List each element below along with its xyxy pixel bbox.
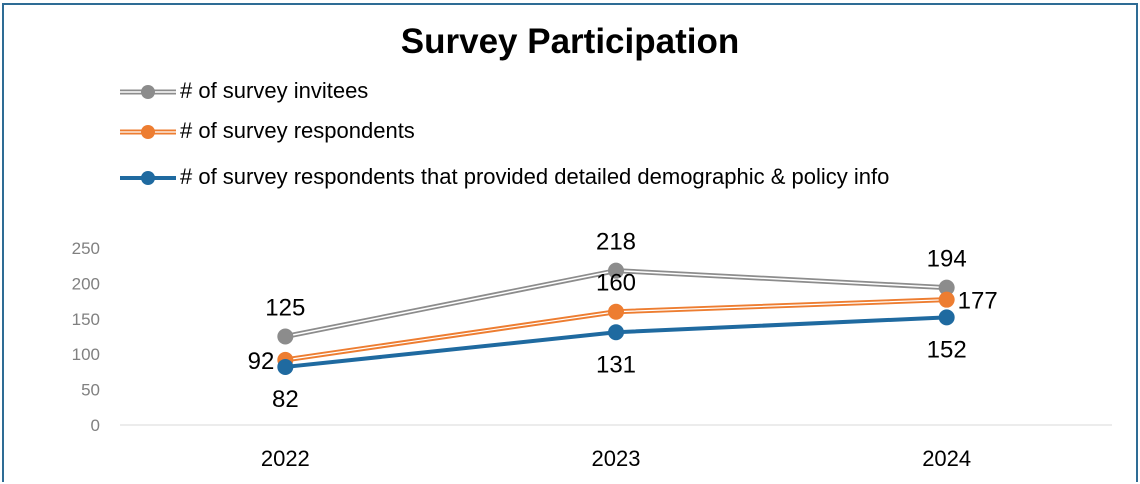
data-point-detailed xyxy=(277,358,294,375)
data-label-detailed: 82 xyxy=(272,386,299,413)
data-point-respondents xyxy=(938,291,955,308)
legend-label-detailed: # of survey respondents that provided de… xyxy=(180,164,890,189)
chart-title: Survey Participation xyxy=(400,22,740,61)
data-label-detailed: 152 xyxy=(927,336,967,363)
legend-swatch-invitees xyxy=(120,85,176,99)
data-label-respondents: 92 xyxy=(248,348,275,375)
data-label-invitees: 125 xyxy=(265,295,305,322)
data-point-respondents xyxy=(608,303,624,320)
y-tick-label: 150 xyxy=(72,310,100,329)
y-tick-label: 50 xyxy=(81,381,100,400)
legend-label-respondents: # of survey respondents xyxy=(180,118,415,143)
data-label-respondents: 160 xyxy=(596,270,636,297)
data-point-invitees xyxy=(277,328,294,345)
data-label-invitees: 218 xyxy=(596,229,636,256)
data-label-invitees: 194 xyxy=(927,246,967,273)
y-tick-label: 100 xyxy=(72,345,100,364)
y-tick-label: 250 xyxy=(72,239,100,258)
data-label-detailed: 131 xyxy=(596,351,636,378)
data-point-invitees xyxy=(608,262,624,279)
legend-swatch-respondents xyxy=(120,125,176,139)
chart-frame xyxy=(2,3,1138,482)
data-label-respondents: 177 xyxy=(958,288,998,315)
legend-swatch-detailed xyxy=(120,171,176,185)
data-point-invitees xyxy=(938,279,955,296)
x-tick-label: 2024 xyxy=(922,446,971,471)
legend-label-invitees: # of survey invitees xyxy=(180,78,369,103)
y-tick-label: 0 xyxy=(91,416,100,435)
data-point-detailed xyxy=(608,324,624,341)
x-tick-label: 2022 xyxy=(261,446,310,471)
y-tick-label: 200 xyxy=(72,274,100,293)
x-tick-label: 2023 xyxy=(592,446,641,471)
data-point-detailed xyxy=(938,309,955,326)
